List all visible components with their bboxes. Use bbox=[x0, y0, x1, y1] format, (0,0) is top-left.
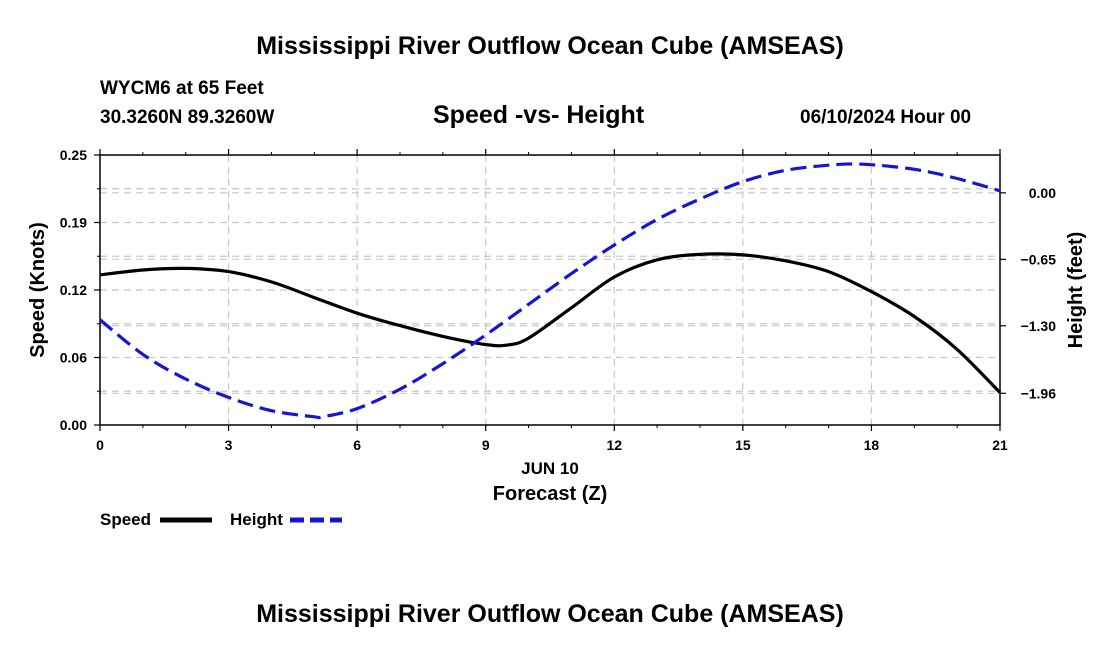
legend-speed-label: Speed bbox=[100, 510, 151, 529]
forecast-datetime: 06/10/2024 Hour 00 bbox=[800, 107, 972, 128]
station-label: WYCM6 at 65 Feet bbox=[100, 78, 264, 99]
y-tick-label: 0.25 bbox=[60, 147, 87, 163]
axis-ticks: 0 3 6 9 12 15 18 21 0.00 0.06 0.12 0.19 0.25 −1.96 −1.… bbox=[60, 147, 1056, 453]
x-tick-label: 18 bbox=[864, 437, 880, 453]
chart-series bbox=[98, 162, 1002, 420]
y-axis-title: Speed (Knots) bbox=[27, 222, 49, 358]
legend-height-label: Height bbox=[230, 510, 283, 529]
y-tick-label: 0.06 bbox=[60, 350, 87, 366]
x-axis-title: Forecast (Z) bbox=[493, 483, 607, 505]
page-title: Mississippi River Outflow Ocean Cube (AM… bbox=[256, 32, 844, 60]
bottom-title: Mississippi River Outflow Ocean Cube (AM… bbox=[256, 600, 844, 628]
y2-tick-label: −1.96 bbox=[1021, 385, 1057, 401]
x-tick-label: 6 bbox=[353, 437, 361, 453]
x-axis-date-label: JUN 10 bbox=[521, 459, 579, 478]
x-tick-label: 15 bbox=[735, 437, 751, 453]
chart-title: Speed -vs- Height bbox=[433, 101, 645, 129]
x-tick-label: 0 bbox=[96, 437, 104, 453]
y-tick-label: 0.00 bbox=[60, 417, 87, 433]
series-speed-line bbox=[99, 252, 1002, 394]
y2-tick-label: −1.30 bbox=[1021, 318, 1057, 334]
x-tick-label: 9 bbox=[482, 437, 490, 453]
y-tick-label: 0.12 bbox=[60, 282, 87, 298]
y2-tick-label: 0.00 bbox=[1029, 185, 1056, 201]
x-tick-label: 12 bbox=[606, 437, 622, 453]
series-height-line bbox=[98, 162, 1001, 420]
x-tick-label: 3 bbox=[225, 437, 233, 453]
y2-tick-label: −0.65 bbox=[1021, 251, 1057, 267]
y-tick-label: 0.19 bbox=[60, 215, 87, 231]
x-tick-label: 21 bbox=[992, 437, 1008, 453]
y2-axis-title: Height (feet) bbox=[1065, 232, 1087, 349]
coordinates-label: 30.3260N 89.3260W bbox=[100, 107, 275, 128]
